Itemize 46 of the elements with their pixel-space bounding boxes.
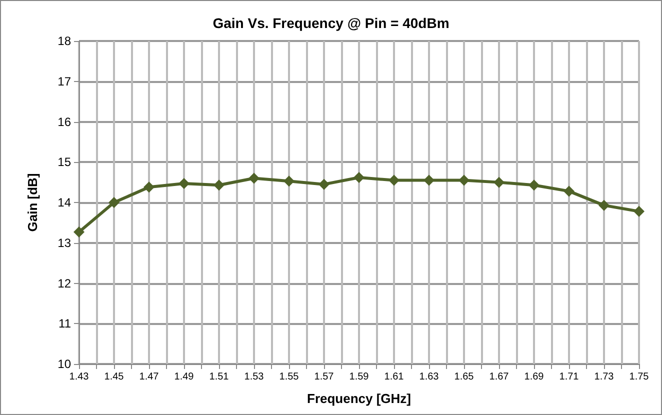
x-axis-title: Frequency [GHz] [306, 391, 412, 406]
point [144, 182, 154, 193]
point [634, 206, 644, 217]
y-tick-label: 12 [58, 276, 72, 290]
x-tick-label: 1.57 [314, 372, 334, 382]
point [494, 176, 504, 188]
x-tick-label: 1.69 [524, 372, 544, 382]
x-tick-label: 1.71 [559, 372, 580, 382]
x-tick-label: 1.75 [629, 372, 650, 382]
x-tick-label: 1.49 [174, 372, 194, 382]
point [388, 174, 400, 186]
y-tick-label: 10 [58, 357, 72, 371]
point [248, 172, 260, 184]
y-tick-label: 18 [58, 34, 72, 48]
point [178, 178, 190, 190]
x-tick-label: 1.63 [419, 372, 440, 382]
y-axis-title: Gain [dB] [25, 173, 40, 232]
point [354, 172, 364, 183]
x-tick-label: 1.55 [279, 372, 300, 382]
x-tick-label: 1.59 [349, 372, 370, 382]
point [318, 178, 330, 190]
chart-title: Gain Vs. Frequency @ Pin = 40dBm [212, 15, 450, 31]
point [424, 174, 434, 186]
x-tick-label: 1.53 [244, 372, 264, 382]
y-tick-label: 13 [58, 236, 72, 250]
x-tick-label: 1.67 [489, 372, 510, 382]
y-tick-label: 16 [58, 114, 72, 129]
point [108, 197, 120, 208]
x-tick-label: 1.43 [69, 372, 90, 382]
point [564, 186, 574, 197]
point [74, 226, 84, 238]
point [458, 174, 470, 186]
x-tick-label: 1.45 [104, 372, 124, 382]
point [284, 176, 294, 187]
x-tick-label: 1.51 [209, 372, 230, 382]
y-tick-label: 15 [58, 155, 72, 170]
x-tick-label: 1.73 [594, 372, 614, 382]
y-tick-label: 17 [58, 74, 72, 88]
y-tick-label: 11 [58, 316, 72, 331]
x-tick-label: 1.61 [384, 372, 404, 382]
point [598, 200, 610, 211]
x-tick-label: 1.65 [454, 372, 474, 382]
point [214, 180, 224, 191]
y-tick-label: 14 [58, 196, 72, 210]
x-tick-label: 1.47 [139, 372, 160, 382]
point [528, 180, 540, 191]
